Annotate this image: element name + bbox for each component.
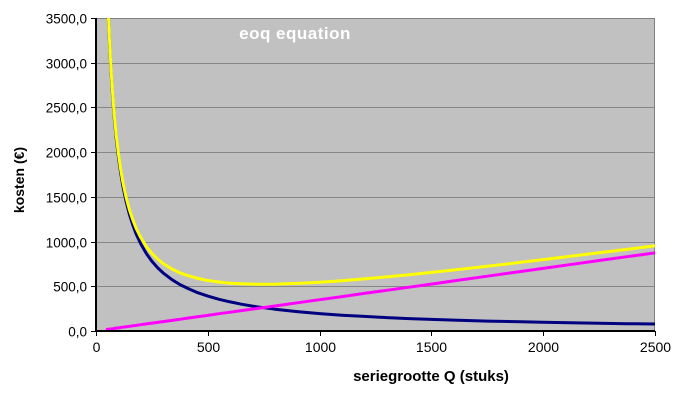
x-tick-label-0: 0 [93,339,101,355]
y-tick-label-1500: 1500,0 [46,190,87,205]
y-tick-label-3500: 3500,0 [46,11,87,26]
x-tick-label-1500: 1500 [416,339,447,355]
y-axis-title: kosten (€) [11,146,27,214]
series-line-total-costs [107,18,655,286]
series-group [105,18,655,331]
y-tick-label-1000: 1000,0 [46,235,87,250]
x-tick-label-500: 500 [197,339,221,355]
y-tick-label-3000: 3000,0 [46,56,87,71]
chart-title: eoq equation [239,24,351,43]
x-tick-label-1000: 1000 [305,339,336,355]
x-axis-title: seriegrootte Q (stuks) [353,368,509,385]
y-tick-label-2000: 2000,0 [46,145,87,160]
series-line-holding-costs [105,251,655,331]
x-tick-label-2500: 2500 [640,339,671,355]
y-tick-label-2500: 2500,0 [46,100,87,115]
x-tick-label-2000: 2000 [528,339,559,355]
y-tick-label-500: 500,0 [53,279,87,294]
y-tick-label-0: 0,0 [68,324,87,339]
